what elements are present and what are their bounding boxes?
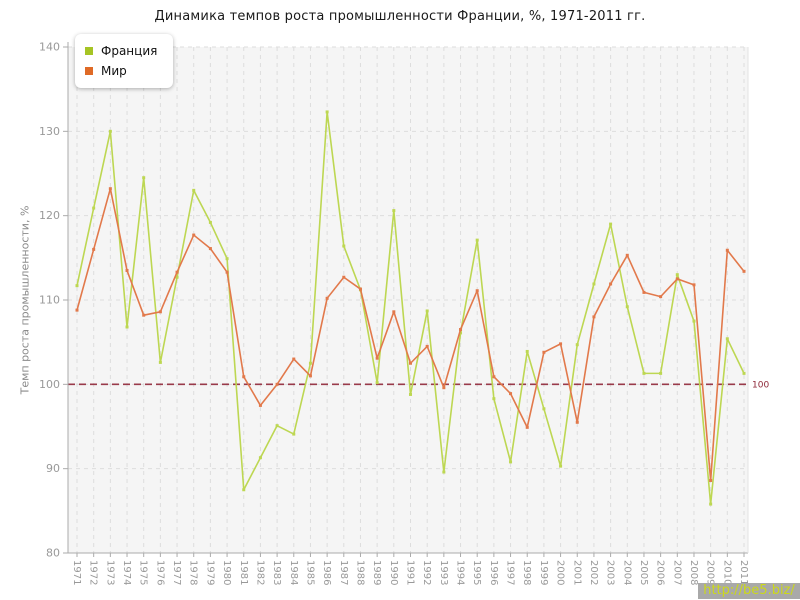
chart-title: Динамика темпов роста промышленности Фра… (154, 9, 646, 24)
svg-text:1981: 1981 (238, 560, 249, 585)
svg-text:1974: 1974 (121, 560, 132, 585)
svg-text:1989: 1989 (371, 560, 382, 585)
legend-item-world[interactable]: Мир (85, 61, 157, 81)
legend: Франция Мир (75, 34, 174, 88)
svg-text:2010: 2010 (721, 560, 732, 585)
svg-text:2007: 2007 (671, 560, 682, 585)
svg-text:1973: 1973 (104, 560, 115, 585)
world-series-marker-icon (85, 67, 93, 75)
svg-text:140: 140 (39, 41, 60, 54)
svg-text:110: 110 (39, 294, 60, 307)
svg-text:2001: 2001 (571, 560, 582, 585)
svg-text:1979: 1979 (204, 560, 215, 585)
svg-text:1993: 1993 (438, 560, 449, 585)
svg-text:1980: 1980 (221, 560, 232, 585)
svg-text:120: 120 (39, 209, 60, 222)
svg-text:1996: 1996 (488, 560, 499, 585)
svg-text:1998: 1998 (521, 560, 532, 585)
svg-text:1997: 1997 (505, 560, 516, 585)
svg-text:1985: 1985 (304, 560, 315, 585)
svg-text:1977: 1977 (171, 560, 182, 585)
svg-text:1984: 1984 (288, 560, 299, 585)
svg-text:2000: 2000 (555, 560, 566, 585)
svg-text:2005: 2005 (638, 560, 649, 585)
y-tick-labels: 80 90 100 110 120 130 140 (39, 41, 68, 560)
reference-line-label: 100 (752, 380, 769, 390)
svg-text:1995: 1995 (471, 560, 482, 585)
france-series-marker-icon (85, 47, 93, 55)
svg-text:100: 100 (39, 378, 60, 391)
y-axis-title: Темп роста промышленности, % (18, 205, 32, 395)
svg-text:1986: 1986 (321, 560, 332, 585)
legend-item-france[interactable]: Франция (85, 41, 157, 61)
svg-text:130: 130 (39, 125, 60, 138)
svg-text:1992: 1992 (421, 560, 432, 585)
svg-text:1987: 1987 (338, 560, 349, 585)
svg-text:2006: 2006 (655, 560, 666, 585)
svg-text:1999: 1999 (538, 560, 549, 585)
legend-label-world: Мир (101, 64, 127, 78)
svg-text:1991: 1991 (405, 560, 416, 585)
svg-text:1990: 1990 (388, 560, 399, 585)
svg-text:2002: 2002 (588, 560, 599, 585)
svg-text:1975: 1975 (138, 560, 149, 585)
svg-text:1994: 1994 (455, 560, 466, 585)
svg-text:2009: 2009 (705, 560, 716, 585)
svg-text:1983: 1983 (271, 560, 282, 585)
svg-text:90: 90 (46, 462, 60, 475)
svg-text:2011: 2011 (738, 560, 749, 585)
series-line-france (75, 110, 746, 506)
svg-text:1988: 1988 (354, 560, 365, 585)
svg-text:1978: 1978 (188, 560, 199, 585)
svg-text:2003: 2003 (605, 560, 616, 585)
legend-label-france: Франция (101, 44, 158, 58)
svg-text:2008: 2008 (688, 560, 699, 585)
watermark-link[interactable]: http://be5.biz/ (698, 583, 800, 599)
svg-text:1976: 1976 (154, 560, 165, 585)
svg-text:1982: 1982 (254, 560, 265, 585)
series-line-world (75, 187, 746, 482)
svg-text:80: 80 (46, 547, 60, 560)
x-tick-labels: 1971 1972 1973 1974 1975 1976 1977 1978 1979 1980… (71, 553, 749, 585)
svg-text:1972: 1972 (88, 560, 99, 585)
svg-text:1971: 1971 (71, 560, 82, 585)
svg-text:2004: 2004 (621, 560, 632, 585)
